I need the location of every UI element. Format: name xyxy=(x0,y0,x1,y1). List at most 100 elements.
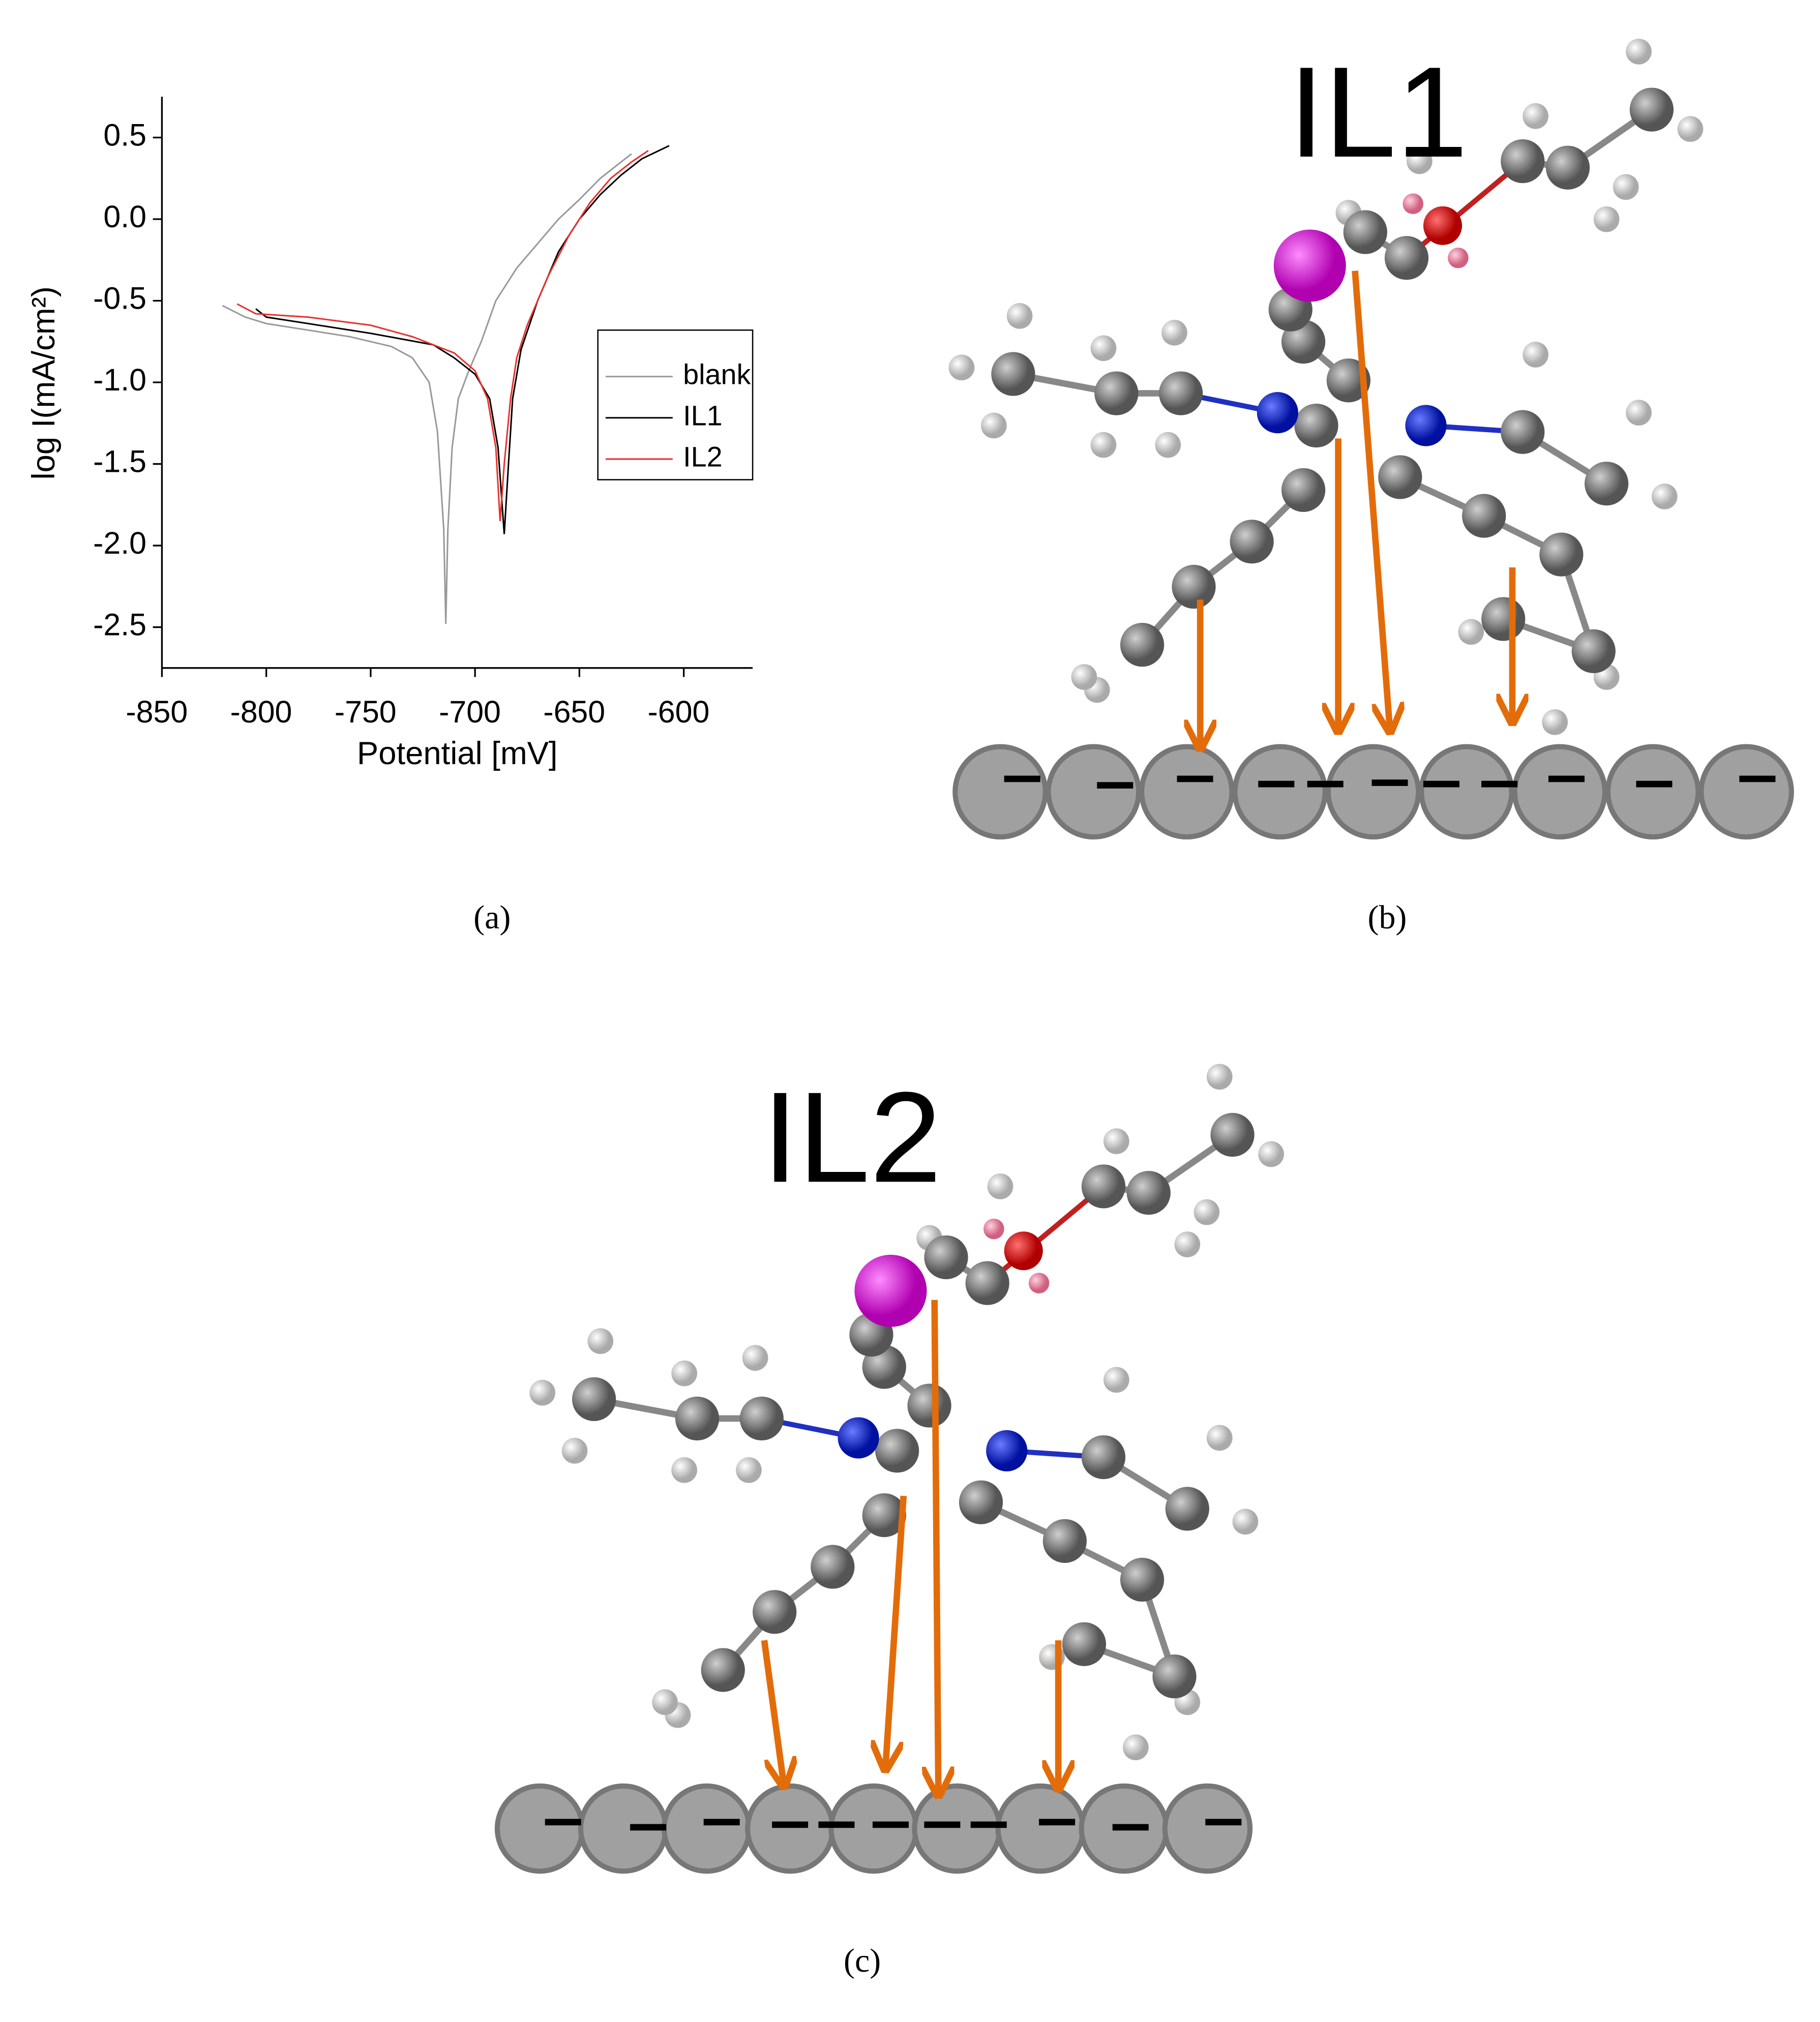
y-tick-label: -0.5 xyxy=(93,281,146,316)
molecule xyxy=(948,39,1704,735)
surface-atom xyxy=(1512,744,1608,840)
data-line xyxy=(222,153,632,624)
hydrogen-atom xyxy=(1258,1141,1285,1167)
carbon-atom xyxy=(1094,371,1139,415)
surface-atom xyxy=(1325,744,1421,840)
carbon-atom xyxy=(1159,371,1203,415)
caption: (c) xyxy=(844,1942,881,1979)
carbon-atom xyxy=(753,1590,797,1634)
oxygen-h-atom xyxy=(1448,247,1469,268)
chart: Potential [mV] log I(mA/cm²) 0.5 0.0 -0.5 -… xyxy=(26,97,754,771)
carbon-atom xyxy=(1230,520,1274,564)
hydrogen-atom xyxy=(1122,1734,1149,1761)
carbon-atom xyxy=(875,1429,919,1473)
surface-atom xyxy=(1162,1783,1253,1874)
carbon-atom xyxy=(1343,210,1387,254)
caption: (a) xyxy=(473,899,511,936)
carbon-atom xyxy=(1501,139,1545,184)
carbon-atom xyxy=(1210,1112,1255,1157)
nitrogen-atom xyxy=(986,1430,1028,1471)
surface-atom xyxy=(828,1783,919,1874)
surface-atom xyxy=(1605,744,1701,840)
x-tick-label: -850 xyxy=(126,695,188,729)
hydrogen-atom xyxy=(980,412,1007,439)
surface-atom xyxy=(1139,744,1235,840)
legend-label: blank xyxy=(683,358,751,390)
carbon-atom xyxy=(1481,597,1526,641)
y-tick-label: 0.0 xyxy=(103,199,146,234)
hydrogen-atom xyxy=(742,1345,768,1371)
hydrogen-atom xyxy=(1651,484,1678,509)
nitrogen-atom xyxy=(838,1417,879,1459)
carbon-atom xyxy=(1281,468,1326,512)
carbon-atom xyxy=(1294,403,1338,448)
hydrogen-atom xyxy=(1090,432,1117,458)
carbon-atom xyxy=(959,1480,1003,1524)
surface-atom xyxy=(494,1783,585,1874)
carbon-atom xyxy=(572,1377,616,1422)
surface-atom xyxy=(1232,744,1328,840)
carbon-atom xyxy=(1501,410,1545,454)
y-tick-label: -2.5 xyxy=(93,608,146,642)
surface-atom xyxy=(745,1783,836,1874)
hydrogen-atom xyxy=(652,1689,678,1715)
carbon-atom xyxy=(965,1261,1009,1305)
carbon-atom xyxy=(701,1648,745,1692)
hydrogen-atom xyxy=(1103,1128,1129,1155)
hydrogen-atom xyxy=(529,1379,556,1406)
hydrogen-atom xyxy=(1593,206,1620,232)
molecule xyxy=(529,1064,1285,1761)
carbon-atom xyxy=(1062,1622,1107,1666)
carbon-atom xyxy=(1081,1164,1126,1209)
hydrogen-atom xyxy=(1406,148,1433,174)
hydrogen-atom xyxy=(1626,39,1652,65)
hydrogen-atom xyxy=(671,1360,698,1386)
data-line xyxy=(255,145,670,534)
oxygen-atom xyxy=(1004,1231,1043,1271)
hydrogen-atom xyxy=(1542,709,1568,735)
carbon-atom xyxy=(1120,1557,1165,1602)
oxygen-h-atom xyxy=(1403,193,1423,215)
data-line xyxy=(236,149,649,522)
carbon-atom xyxy=(1585,462,1629,506)
nitrogen-atom xyxy=(1405,405,1447,446)
iodine-atom xyxy=(1273,229,1346,302)
hydrogen-atom xyxy=(1161,320,1187,346)
surface-atom xyxy=(1046,744,1142,840)
hydrogen-atom xyxy=(587,1328,614,1354)
carbon-atom xyxy=(1165,1487,1209,1531)
carbon-atom xyxy=(1081,1435,1126,1480)
nitrogen-atom xyxy=(1257,392,1298,434)
surface-atom xyxy=(1698,744,1794,840)
hydrogen-atom xyxy=(1523,103,1548,129)
carbon-atom xyxy=(1384,236,1429,280)
y-tick-label: -1.5 xyxy=(93,444,146,479)
carbon-atom xyxy=(675,1396,720,1441)
surface-atom xyxy=(661,1783,752,1874)
hydrogen-atom xyxy=(1458,619,1484,645)
hydrogen-atom xyxy=(1103,1367,1129,1393)
y-axis-title: log I(mA/cm²) xyxy=(26,286,62,479)
hydrogen-atom xyxy=(1006,303,1033,329)
iodine-atom xyxy=(854,1254,927,1327)
caption: (b) xyxy=(1368,899,1407,936)
hydrogen-atom xyxy=(948,354,975,381)
hydrogen-atom xyxy=(1206,1425,1233,1451)
x-tick-label: -750 xyxy=(335,695,397,729)
hydrogen-atom xyxy=(736,1457,762,1483)
adsorption-arrow xyxy=(935,1300,939,1793)
diagram-title: IL2 xyxy=(762,1065,942,1209)
hydrogen-atom xyxy=(1206,1064,1233,1090)
carbon-atom xyxy=(1539,532,1584,577)
carbon-atom xyxy=(1126,1171,1171,1215)
diagrams xyxy=(494,39,1794,1874)
hydrogen-atom xyxy=(1071,664,1097,690)
carbon-atom xyxy=(1172,564,1216,609)
legend-label: IL1 xyxy=(683,400,723,432)
carbon-atom xyxy=(1378,455,1422,499)
hydrogen-atom xyxy=(1155,432,1181,458)
hydrogen-atom xyxy=(671,1457,698,1483)
y-tick-label: -1.0 xyxy=(93,363,146,397)
hydrogen-atom xyxy=(1613,174,1639,200)
